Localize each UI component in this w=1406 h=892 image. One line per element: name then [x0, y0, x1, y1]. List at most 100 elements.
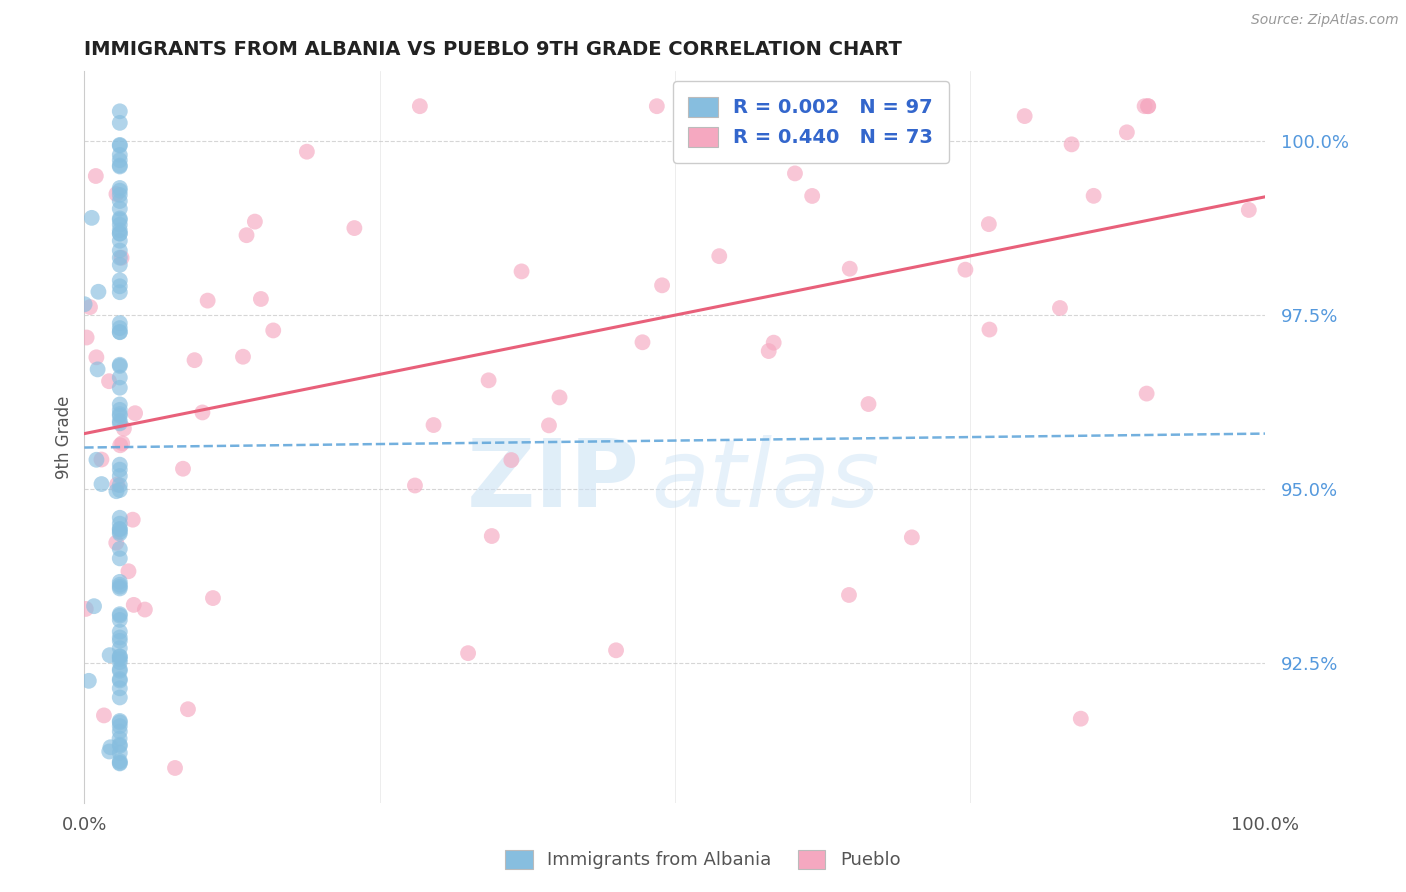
Point: [108, 116, 131, 130]
Point: [108, 258, 131, 272]
Point: [108, 754, 131, 768]
Point: [177, 702, 200, 716]
Point: [108, 613, 131, 627]
Point: [631, 335, 654, 350]
Point: [98, 744, 121, 758]
Point: [105, 187, 128, 202]
Point: [108, 608, 131, 623]
Point: [108, 160, 131, 174]
Point: [250, 292, 273, 306]
Point: [108, 138, 131, 153]
Point: [404, 478, 426, 492]
Point: [838, 261, 860, 276]
Point: [108, 516, 131, 531]
Point: [1049, 301, 1071, 315]
Point: [108, 414, 131, 428]
Point: [108, 649, 131, 664]
Point: [478, 373, 501, 387]
Point: [1237, 202, 1260, 217]
Point: [197, 293, 219, 308]
Point: [979, 322, 1001, 336]
Point: [86, 452, 108, 467]
Point: [77, 673, 100, 688]
Point: [172, 461, 194, 475]
Point: [108, 580, 131, 594]
Point: [803, 144, 825, 158]
Point: [86, 351, 108, 365]
Point: [93, 708, 115, 723]
Point: [605, 643, 627, 657]
Point: [80, 211, 103, 225]
Point: [108, 184, 131, 198]
Point: [108, 715, 131, 730]
Point: [108, 641, 131, 656]
Point: [108, 655, 131, 669]
Point: [108, 690, 131, 705]
Point: [651, 278, 673, 293]
Point: [108, 672, 131, 686]
Point: [108, 524, 131, 539]
Point: [537, 418, 560, 433]
Point: [108, 325, 131, 339]
Point: [108, 731, 131, 746]
Point: [108, 483, 131, 497]
Point: [977, 217, 1000, 231]
Point: [108, 714, 131, 728]
Point: [108, 223, 131, 237]
Point: [108, 719, 131, 733]
Point: [108, 551, 131, 566]
Point: [1115, 125, 1137, 139]
Point: [108, 624, 131, 639]
Point: [295, 145, 318, 159]
Point: [191, 405, 214, 419]
Point: [343, 221, 366, 235]
Point: [741, 99, 763, 113]
Point: [105, 535, 128, 549]
Point: [105, 477, 128, 491]
Point: [1083, 189, 1105, 203]
Point: [108, 681, 131, 696]
Point: [108, 159, 131, 173]
Point: [108, 463, 131, 477]
Point: [955, 262, 977, 277]
Point: [108, 631, 131, 645]
Point: [108, 724, 131, 739]
Point: [108, 359, 131, 373]
Point: [83, 599, 105, 614]
Point: [124, 406, 146, 420]
Point: [858, 397, 880, 411]
Legend: Immigrants from Albania, Pueblo: Immigrants from Albania, Pueblo: [496, 841, 910, 879]
Point: [235, 228, 257, 243]
Point: [108, 402, 131, 417]
Text: atlas: atlas: [651, 435, 880, 526]
Point: [108, 370, 131, 384]
Point: [108, 746, 131, 760]
Point: [108, 251, 131, 265]
Point: [108, 358, 131, 372]
Point: [121, 513, 143, 527]
Point: [108, 188, 131, 202]
Point: [457, 646, 479, 660]
Point: [108, 478, 131, 492]
Point: [108, 673, 131, 688]
Point: [108, 381, 131, 395]
Point: [108, 738, 131, 752]
Point: [108, 218, 131, 232]
Point: [422, 418, 444, 433]
Point: [98, 648, 121, 662]
Point: [108, 397, 131, 411]
Point: [108, 526, 131, 541]
Point: [117, 564, 139, 578]
Point: [183, 353, 205, 368]
Point: [108, 582, 131, 596]
Point: [108, 181, 131, 195]
Point: [108, 244, 131, 258]
Point: [108, 153, 131, 168]
Point: [100, 740, 122, 755]
Text: Source: ZipAtlas.com: Source: ZipAtlas.com: [1251, 13, 1399, 28]
Point: [108, 285, 131, 300]
Point: [163, 761, 186, 775]
Point: [108, 234, 131, 248]
Point: [108, 652, 131, 666]
Point: [108, 227, 131, 241]
